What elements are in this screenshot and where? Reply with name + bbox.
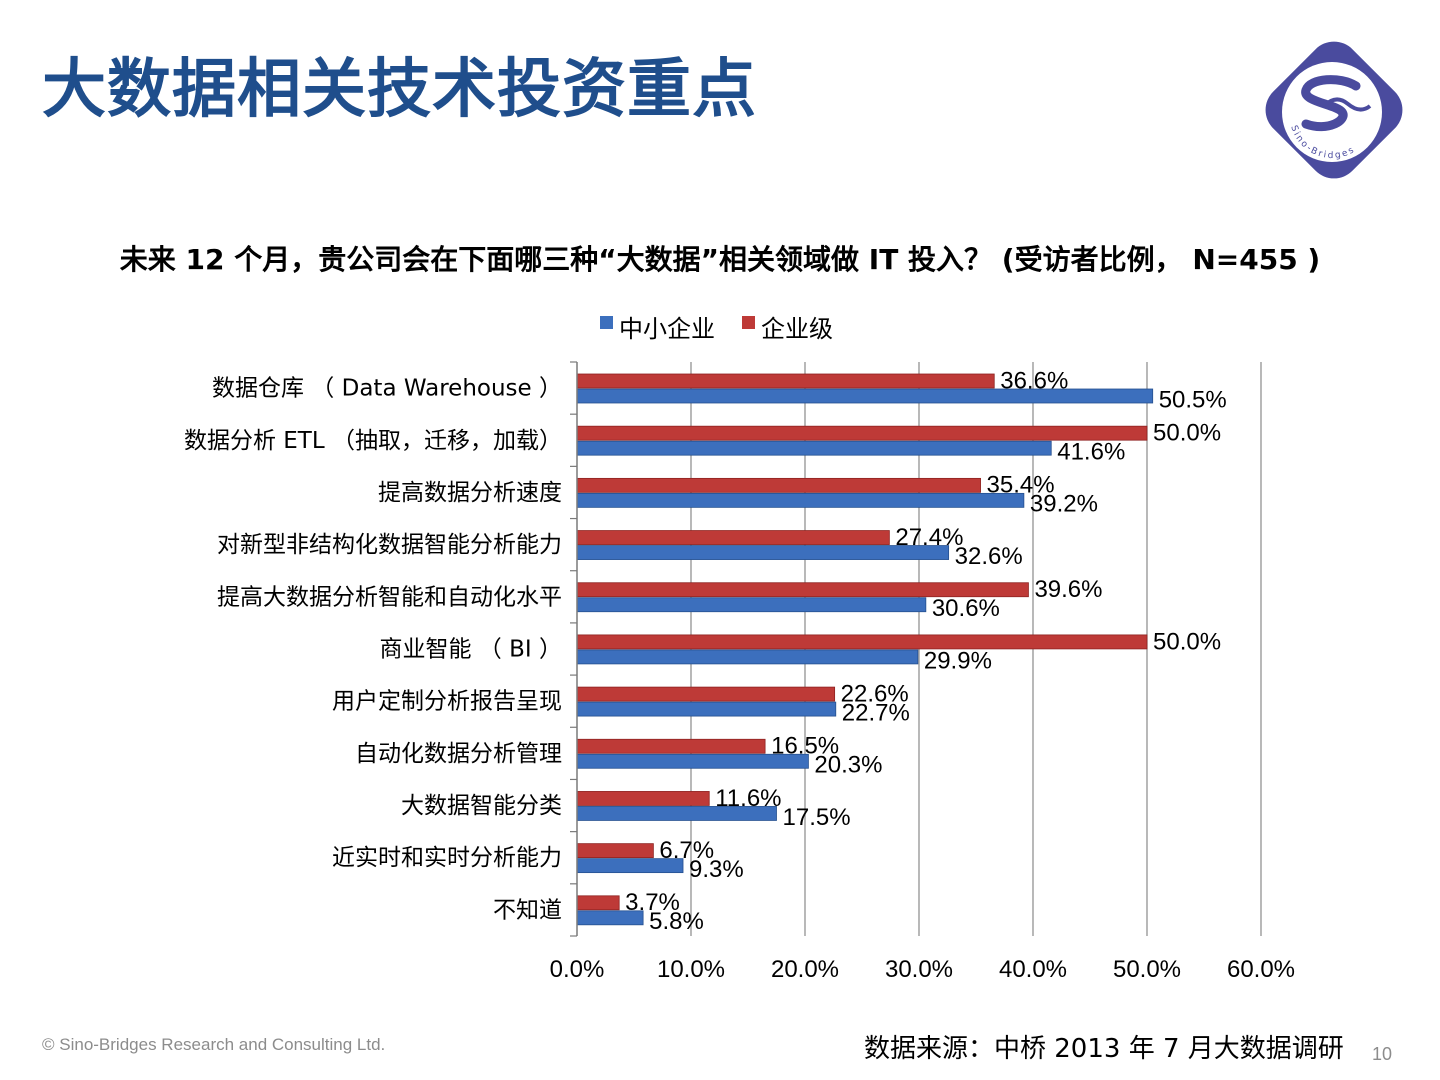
data-label-smb: 5.8% <box>649 908 704 935</box>
data-label-enterprise: 36.6% <box>1000 367 1068 394</box>
legend-label-smb: 中小企业 <box>619 315 715 343</box>
data-label-enterprise: 22.6% <box>841 680 909 707</box>
category-label: 不知道 <box>493 897 562 923</box>
category-label: 提高数据分析速度 <box>378 480 562 506</box>
data-label-enterprise: 35.4% <box>987 472 1055 499</box>
data-label-smb: 50.5% <box>1159 386 1227 413</box>
category-label: 自动化数据分析管理 <box>355 741 562 767</box>
category-label: 大数据智能分类 <box>401 793 562 819</box>
bar-enterprise <box>576 791 710 806</box>
legend-label-enterprise: 企业级 <box>761 315 833 343</box>
legend-swatch-smb <box>600 316 613 329</box>
data-label-smb: 22.7% <box>842 699 910 726</box>
x-tick-label: 10.0% <box>657 956 725 983</box>
category-label: 对新型非结构化数据智能分析能力 <box>217 532 562 558</box>
axes: 0.0% 10.0% 20.0% 30.0% 40.0% 50.0% 60.0% 数据仓库 （… <box>184 361 1295 983</box>
x-tick-label: 60.0% <box>1227 956 1295 983</box>
bars <box>576 373 1154 926</box>
x-tick-label: 50.0% <box>1113 956 1181 983</box>
bar-enterprise <box>576 530 890 545</box>
x-tick-label: 40.0% <box>999 956 1067 983</box>
data-label-enterprise: 6.7% <box>659 837 714 864</box>
category-label: 数据仓库 （ Data Warehouse ） <box>212 376 562 402</box>
bar-enterprise <box>576 895 620 911</box>
x-tick-label: 20.0% <box>771 956 839 983</box>
bar-enterprise <box>576 738 766 754</box>
data-label-enterprise: 11.6% <box>715 785 781 812</box>
data-label-enterprise: 50.0% <box>1153 420 1221 447</box>
sino-bridges-logo: Sino-Bridges <box>1265 41 1403 179</box>
x-tick-label: 0.0% <box>550 956 605 983</box>
page-number: 10 <box>1372 1044 1393 1064</box>
category-label: 提高大数据分析智能和自动化水平 <box>217 584 562 610</box>
data-label-smb: 29.9% <box>924 647 992 674</box>
data-label-enterprise: 27.4% <box>895 524 963 551</box>
bar-smb <box>576 701 837 717</box>
x-tick-label: 30.0% <box>885 956 953 983</box>
category-label: 商业智能 （ BI ） <box>380 637 563 663</box>
chart-title: 未来 12 个月，贵公司会在下面哪三种“大数据”相关领域做 IT 投入？ (受访… <box>119 243 1321 276</box>
bar-enterprise <box>576 477 981 493</box>
bar-smb <box>576 545 950 560</box>
data-label-smb: 39.2% <box>1030 491 1098 518</box>
bar-enterprise <box>576 843 654 859</box>
bar-enterprise <box>576 373 995 389</box>
bar-chart: 中小企业 企业级 0.0% 10.0% 20.0% 30.0% 40.0% 50.0% 60… <box>184 315 1295 983</box>
data-label-smb: 32.6% <box>955 543 1023 570</box>
bar-smb <box>576 492 1025 508</box>
data-labels: 36.6% 50.5% 50.0% 41.6%35.4%39.2% 27.4%32.6%… <box>625 367 1227 935</box>
category-label: 近实时和实时分析能力 <box>332 845 562 871</box>
slide-title: 大数据相关技术投资重点 <box>42 53 757 127</box>
category-label: 用户定制分析报告呈现 <box>332 689 562 715</box>
chart-legend: 中小企业 企业级 <box>600 315 833 343</box>
bar-smb <box>576 649 919 665</box>
category-label: 数据分析 ETL （抽取，迁移，加载） <box>184 428 562 454</box>
data-label-smb: 9.3% <box>689 856 744 883</box>
logo-s-mark <box>1301 75 1361 132</box>
legend-swatch-enterprise <box>742 316 755 329</box>
bar-smb <box>576 440 1052 456</box>
bar-smb <box>576 597 927 613</box>
bar-enterprise <box>576 686 836 702</box>
data-label-smb: 20.3% <box>814 752 882 779</box>
data-label-smb: 41.6% <box>1057 439 1125 466</box>
data-label-smb: 30.6% <box>932 595 1000 622</box>
footer-copyright: © Sino-Bridges Research and Consulting L… <box>42 1035 386 1054</box>
bar-enterprise <box>576 634 1148 650</box>
data-label-enterprise: 3.7% <box>625 889 680 916</box>
data-label-enterprise: 16.5% <box>771 733 839 760</box>
data-label-smb: 17.5% <box>783 804 851 831</box>
data-label-enterprise: 50.0% <box>1153 628 1221 655</box>
data-source-note: 数据来源：中桥 2013 年 7 月大数据调研 <box>864 1034 1344 1064</box>
data-label-enterprise: 39.6% <box>1034 576 1102 603</box>
logo-bridge-mark <box>1322 97 1372 112</box>
